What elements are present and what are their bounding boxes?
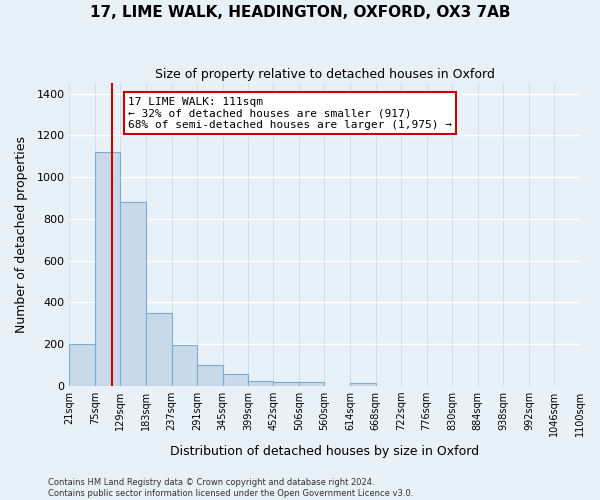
- Bar: [350, 383, 376, 386]
- Title: Size of property relative to detached houses in Oxford: Size of property relative to detached ho…: [155, 68, 494, 80]
- Bar: [146, 313, 172, 386]
- Bar: [299, 382, 325, 386]
- X-axis label: Distribution of detached houses by size in Oxford: Distribution of detached houses by size …: [170, 444, 479, 458]
- Bar: [223, 374, 248, 386]
- Bar: [172, 346, 197, 386]
- Bar: [248, 381, 274, 386]
- Y-axis label: Number of detached properties: Number of detached properties: [15, 136, 28, 333]
- Text: 17 LIME WALK: 111sqm
← 32% of detached houses are smaller (917)
68% of semi-deta: 17 LIME WALK: 111sqm ← 32% of detached h…: [128, 96, 452, 130]
- Bar: [121, 202, 146, 386]
- Bar: [274, 382, 299, 386]
- Text: 17, LIME WALK, HEADINGTON, OXFORD, OX3 7AB: 17, LIME WALK, HEADINGTON, OXFORD, OX3 7…: [90, 5, 510, 20]
- Bar: [95, 152, 121, 386]
- Bar: [70, 344, 95, 386]
- Bar: [197, 365, 223, 386]
- Text: Contains HM Land Registry data © Crown copyright and database right 2024.
Contai: Contains HM Land Registry data © Crown c…: [48, 478, 413, 498]
